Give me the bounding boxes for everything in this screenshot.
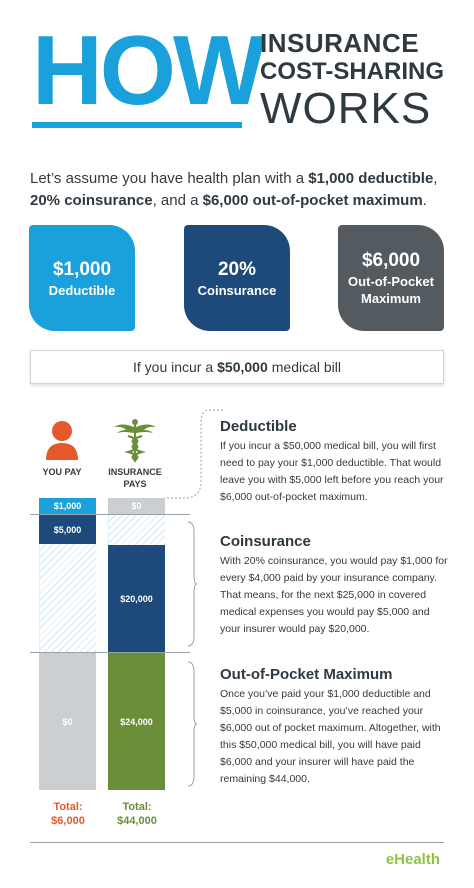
ins-total: Total: $44,000 <box>107 800 167 828</box>
oop-heading: Out-of-Pocket Maximum <box>220 666 393 683</box>
divider-deductible <box>30 514 190 515</box>
insurance-pays-label: INSURANCE PAYS <box>108 467 162 489</box>
coinsurance-box: 20% Coinsurance <box>184 225 290 331</box>
you-total-value: $6,000 <box>51 815 85 827</box>
deductible-label: Deductible <box>48 282 116 298</box>
title-cost-sharing: COST-SHARING <box>260 58 445 85</box>
intro-oop: $6,000 out-of-pocket maximum <box>202 192 423 209</box>
ins-coinsurance-bar: $20,000 <box>108 545 165 652</box>
person-icon <box>46 421 78 460</box>
coinsurance-amount: 20% <box>217 258 257 280</box>
intro-deductible: $1,000 deductible <box>308 170 434 187</box>
title-underline <box>32 122 242 128</box>
intro-text: Let’s assume you have health plan with a… <box>30 168 450 212</box>
you-oop-bar: $0 <box>39 653 96 790</box>
coinsurance-brace <box>187 521 198 647</box>
intro-part-2: , <box>433 170 438 187</box>
deductible-amount: $1,000 <box>52 258 112 280</box>
intro-coinsurance: 20% coinsurance <box>30 192 153 209</box>
you-pay-label: YOU PAY <box>42 467 82 477</box>
ins-oop-bar: $24,000 <box>108 653 165 790</box>
divider-coinsurance <box>30 652 190 653</box>
intro-part-1: Let’s assume you have health plan with a <box>30 170 309 187</box>
deductible-connector <box>167 409 223 499</box>
you-total-label: Total: <box>53 801 83 813</box>
coinsurance-text: With 20% coinsurance, you would pay $1,0… <box>220 555 448 635</box>
you-coinsurance-bar: $5,000 <box>39 515 96 544</box>
intro-part-3: , and a <box>152 192 203 209</box>
deductible-heading: Deductible <box>220 418 297 435</box>
bill-post: medical bill <box>271 359 341 375</box>
ins-deductible-bar: $0 <box>108 498 165 514</box>
you-total: Total: $6,000 <box>38 800 98 828</box>
you-hatch-area <box>39 544 96 652</box>
intro-part-4: . <box>422 192 427 209</box>
ins-hatch-area <box>108 515 165 545</box>
you-deductible-bar: $1,000 <box>39 498 96 514</box>
ehealth-logo: eHealth <box>385 851 440 868</box>
ins-total-value: $44,000 <box>117 815 157 827</box>
title-works: WORKS <box>260 84 432 133</box>
title-insurance: INSURANCE <box>260 28 420 58</box>
bill-pre: If you incur a <box>132 359 214 375</box>
coinsurance-heading: Coinsurance <box>220 533 311 550</box>
oop-box: $6,000 Out-of-Pocket Maximum <box>338 225 444 331</box>
deductible-box: $1,000 Deductible <box>29 225 135 331</box>
oop-label: Out-of-Pocket Maximum <box>348 274 434 306</box>
bill-amount: $50,000 <box>217 359 268 375</box>
footer-divider <box>30 842 444 843</box>
oop-brace <box>187 661 198 787</box>
coinsurance-label: Coinsurance <box>197 282 277 298</box>
oop-text: Once you’ve paid your $1,000 deductible … <box>220 688 441 785</box>
bill-banner: If you incur a $50,000 medical bill <box>30 350 444 384</box>
ins-total-label: Total: <box>122 801 152 813</box>
caduceus-icon <box>114 419 156 462</box>
oop-amount: $6,000 <box>361 250 421 271</box>
how-title: HOW <box>32 15 265 125</box>
deductible-text: If you incur a $50,000 medical bill, you… <box>220 440 444 503</box>
